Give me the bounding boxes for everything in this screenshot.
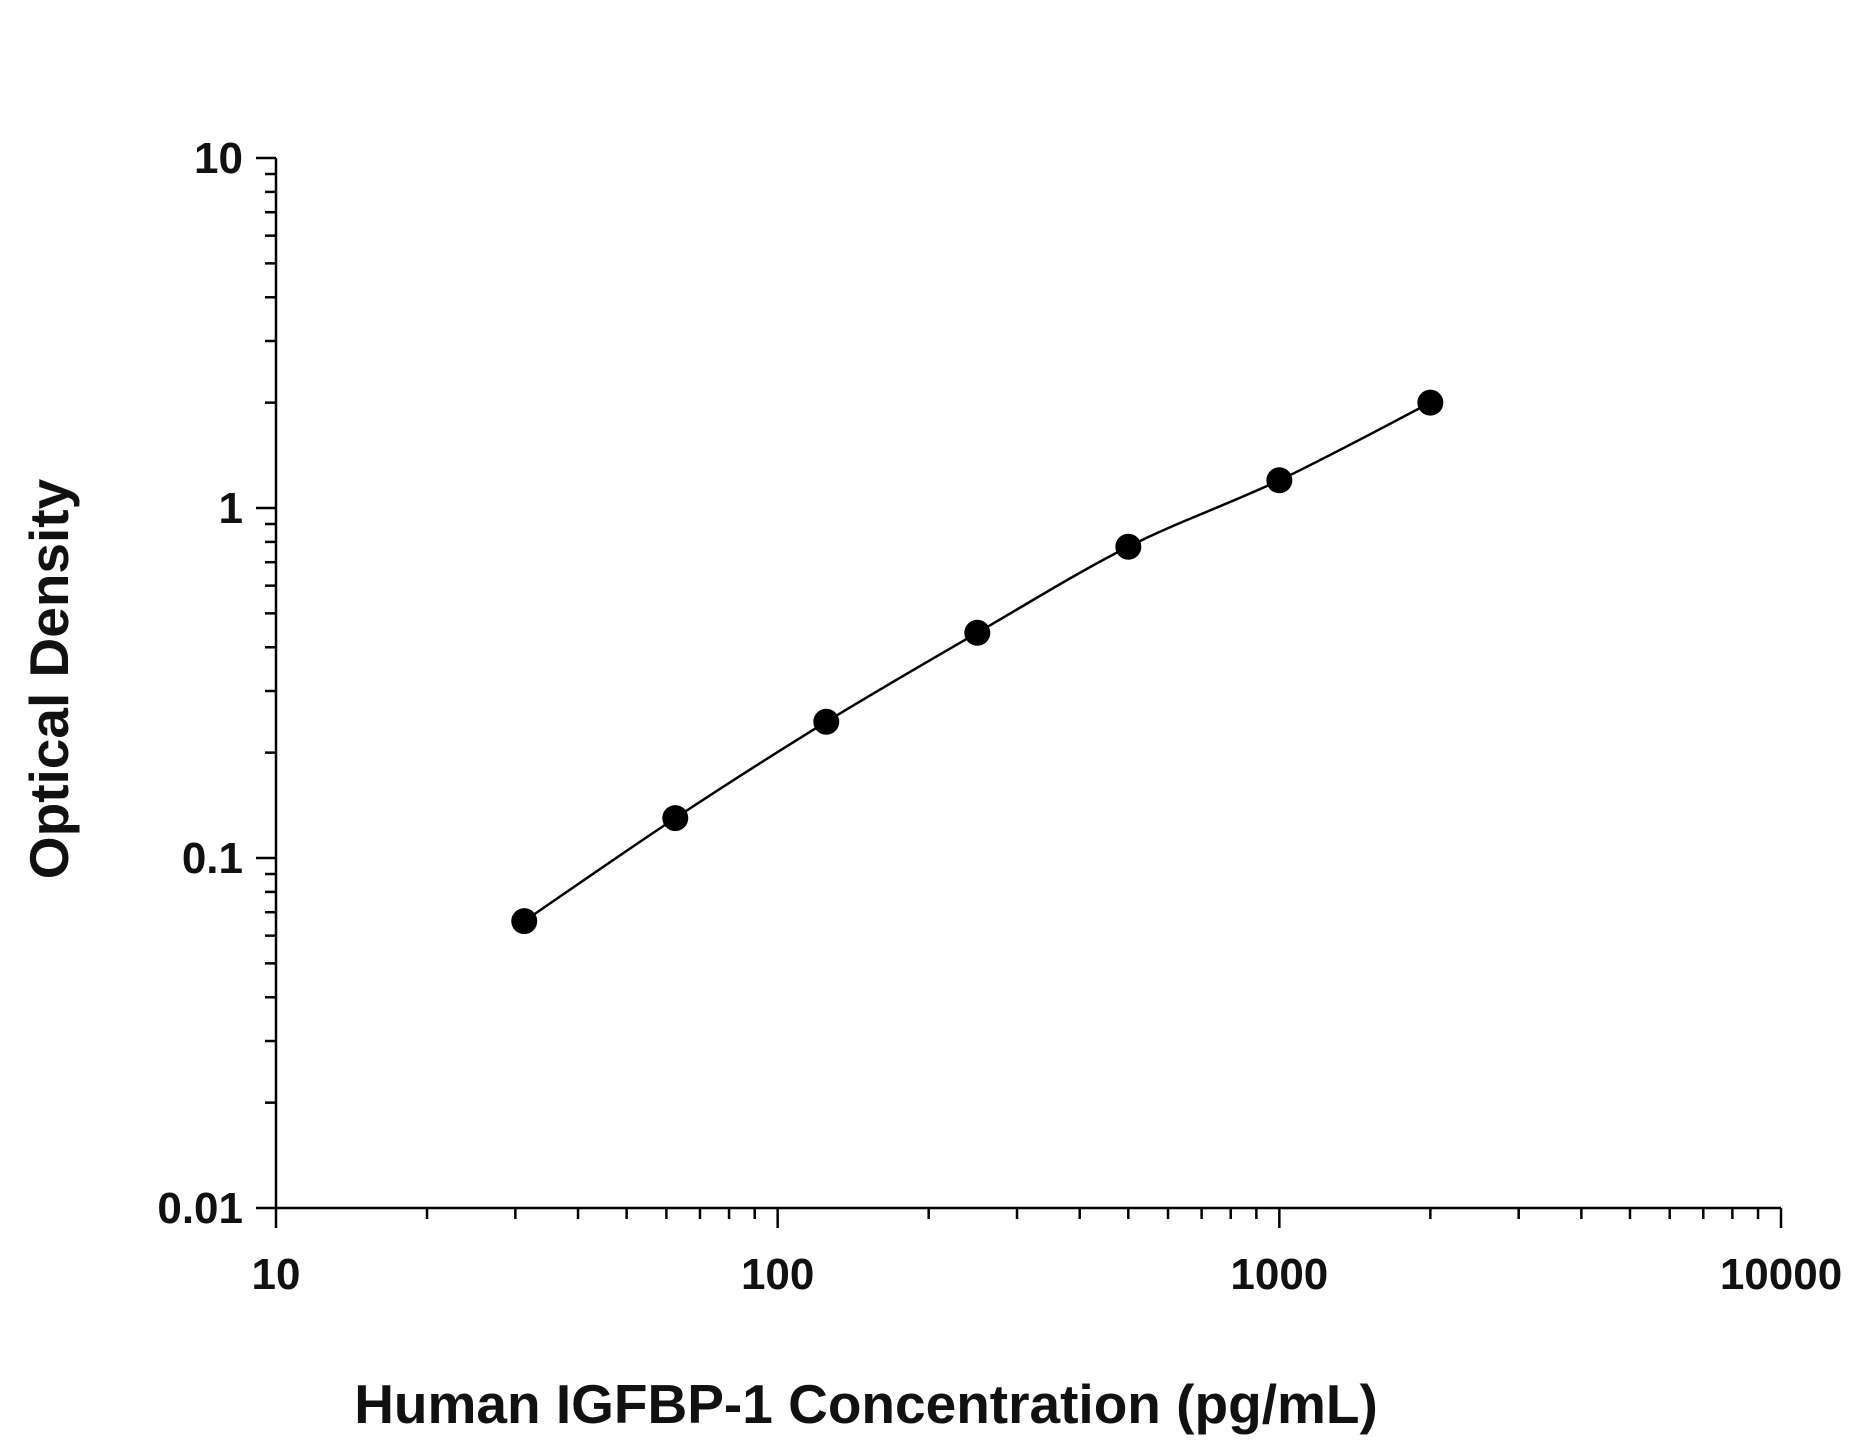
data-point [662,805,689,832]
fit-curve [523,401,1431,923]
x-axis-title: Human IGFBP-1 Concentration (pg/mL) [354,1373,1378,1435]
x-tick-label: 10 [252,1250,301,1299]
data-point [511,908,538,935]
data-point [1115,533,1142,560]
y-tick-label: 10 [194,134,243,183]
ticks [256,156,1783,1228]
y-axis-title: Optical Density [18,478,80,879]
axes [274,158,1781,1210]
x-tick-label: 10000 [1720,1250,1842,1299]
y-tick-label: 1 [219,484,243,533]
data-point [1417,389,1444,416]
x-tick-label: 1000 [1230,1250,1328,1299]
x-tick-label: 100 [741,1250,814,1299]
y-tick-label: 0.1 [182,834,243,883]
data-points [511,389,1444,935]
y-tick-label: 0.01 [157,1184,243,1233]
tick-labels: 10 100 1000 10000 0.01 0.1 1 10 [157,134,1842,1299]
data-point [813,708,840,735]
data-point [964,619,991,646]
data-point [1266,467,1293,494]
